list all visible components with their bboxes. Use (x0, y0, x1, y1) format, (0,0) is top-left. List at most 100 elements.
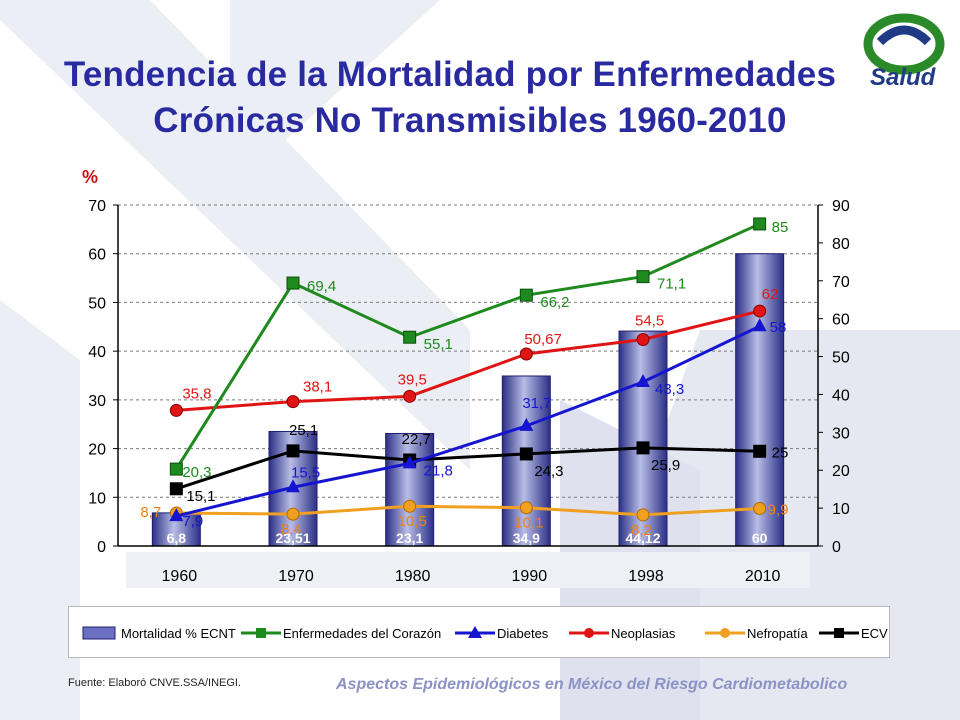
value-label-ecv: 22,7 (402, 431, 431, 448)
right-tick-label: 10 (832, 501, 850, 518)
salud-logo (863, 13, 945, 75)
value-label-diabetes: 15,5 (291, 464, 320, 481)
value-label-neoplasias: 54,5 (635, 313, 664, 330)
value-label-neoplasias: 38,1 (303, 379, 332, 396)
value-label-heart: 66,2 (540, 294, 569, 311)
marker-ecv (519, 447, 533, 461)
value-label-nefropatia: 10,5 (398, 513, 427, 530)
legend-symbol (705, 628, 745, 638)
right-tick-label: 40 (832, 387, 850, 404)
marker-diabetes (286, 479, 300, 493)
title-line-1: Tendencia de la Mortalidad por Enfermeda… (63, 55, 837, 94)
marker-heart (169, 462, 183, 476)
data-labels: 6,8 23,51 23,1 34,9 44,12 60 20,3 69,4 55,1 66,2 7… (140, 219, 788, 546)
left-tick-label: 10 (88, 490, 106, 507)
legend-label: Mortalidad % ECNT (121, 625, 236, 641)
value-label-nefropatia: 8,4 (281, 521, 302, 538)
marker-neoplasias (519, 347, 533, 361)
legend-symbol (82, 626, 116, 640)
legend-item: Enfermedades del Corazón (241, 625, 441, 641)
x-tick-label: 1990 (512, 568, 548, 585)
bar-2010 (735, 253, 785, 547)
value-label-nefropatia: 9,9 (768, 501, 789, 518)
left-tick-label: 40 (88, 344, 106, 361)
series-line-nefropatia (176, 504, 760, 517)
bar-value-label: 6,8 (167, 530, 187, 546)
left-axis-label: % (82, 167, 98, 187)
series-line-heart (175, 222, 761, 470)
value-label-ecv: 15,1 (186, 488, 215, 505)
legend-bar-swatch (82, 626, 116, 640)
marker-diabetes (752, 318, 767, 332)
value-label-heart: 69,4 (307, 278, 336, 295)
marker-heart (636, 270, 650, 284)
bar-value-label: 34,9 (513, 530, 540, 546)
left-tick-label: 60 (88, 247, 106, 264)
value-label-nefropatia: 8,2 (631, 522, 652, 539)
left-tick-label: 20 (88, 442, 106, 459)
value-label-ecv: 25 (772, 444, 789, 461)
marker-heart (286, 276, 300, 290)
value-label-neoplasias: 35,8 (182, 385, 211, 402)
marker-neoplasias (403, 389, 417, 403)
legend-item: Diabetes (455, 625, 548, 641)
legend-label: Enfermedades del Corazón (283, 625, 442, 641)
marker-heart (519, 288, 533, 302)
x-tick-label: 1980 (395, 568, 431, 585)
series-line-neoplasias (176, 309, 761, 412)
legend-item: Neoplasias (569, 625, 675, 641)
legend-symbol (819, 628, 859, 638)
legend-symbol (455, 626, 495, 638)
value-label-diabetes: 58 (770, 319, 787, 336)
right-tick-label: 70 (832, 274, 850, 291)
right-tick-label: 80 (832, 236, 850, 253)
legend-label: Nefropatía (747, 625, 808, 641)
legend-marker (834, 628, 844, 638)
footer-caption: Aspectos Epidemiológicos en México del R… (336, 676, 848, 693)
value-label-nefropatia: 10,1 (514, 515, 543, 532)
marker-nefropatia (403, 499, 417, 513)
value-label-nefropatia: 8,7 (140, 504, 161, 521)
value-label-heart: 71,1 (657, 276, 686, 293)
left-tick-label: 30 (88, 393, 106, 410)
left-tick-label: 50 (88, 295, 106, 312)
right-tick-label: 30 (832, 425, 850, 442)
x-tick-label: 2010 (745, 568, 781, 585)
legend-label: Diabetes (497, 625, 549, 641)
source-note: Fuente: Elaboró CNVE.SSA/INEGI. (68, 677, 242, 689)
axes: 0 10 20 30 40 50 60 70 0 10 20 30 40 50 60 70 80 90 1960 19… (82, 167, 850, 585)
right-tick-label: 0 (832, 539, 841, 556)
value-label-diabetes: 21,8 (424, 462, 453, 479)
marker-nefropatia (519, 501, 533, 515)
legend-item: ECV (819, 625, 888, 641)
value-label-ecv: 24,3 (534, 463, 563, 480)
value-label-heart: 20,3 (182, 464, 211, 481)
marker-neoplasias (636, 333, 650, 347)
legend-item: Nefropatía (705, 625, 808, 641)
marker-neoplasias (286, 395, 300, 409)
marker-neoplasias (169, 403, 183, 417)
bar-value-label: 44,12 (625, 530, 660, 546)
marker-neoplasias (753, 304, 767, 318)
x-tick-label: 1998 (628, 568, 664, 585)
right-tick-label: 20 (832, 463, 850, 480)
legend-symbol (569, 628, 609, 638)
legend-marker (720, 628, 730, 638)
value-label-diabetes: 31,7 (522, 395, 551, 412)
legend-label: ECV (861, 625, 888, 641)
value-label-ecv: 25,9 (651, 457, 680, 474)
bar-1990 (501, 375, 551, 547)
marker-ecv (636, 441, 650, 455)
left-tick-label: 0 (97, 539, 106, 556)
marker-nefropatia (753, 501, 767, 515)
bar-value-label: 23,1 (396, 530, 423, 546)
marker-ecv (286, 444, 300, 458)
legend-marker (256, 628, 266, 638)
plot-area (126, 552, 810, 588)
marker-nefropatia (636, 508, 650, 522)
right-tick-label: 50 (832, 350, 850, 367)
salud-logo-text: Salud (870, 64, 936, 91)
left-tick-label: 70 (88, 198, 106, 215)
value-label-diabetes: 7,9 (182, 513, 203, 530)
